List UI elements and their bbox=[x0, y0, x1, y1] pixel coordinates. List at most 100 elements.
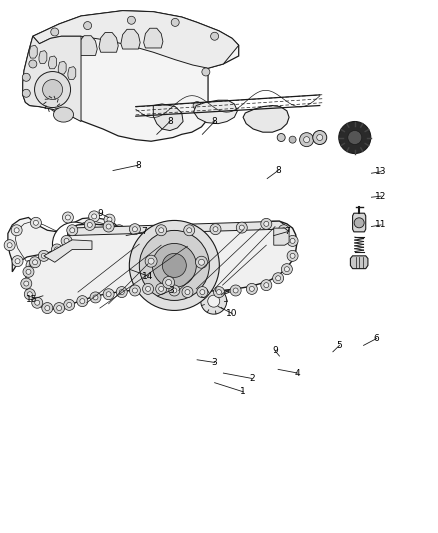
Polygon shape bbox=[144, 28, 163, 48]
Circle shape bbox=[117, 228, 122, 233]
Circle shape bbox=[70, 228, 75, 233]
Circle shape bbox=[197, 287, 208, 297]
Circle shape bbox=[145, 286, 151, 292]
Text: 10: 10 bbox=[226, 309, 238, 318]
Circle shape bbox=[118, 266, 126, 275]
Circle shape bbox=[171, 18, 179, 27]
Circle shape bbox=[54, 247, 60, 252]
Circle shape bbox=[132, 227, 138, 232]
Circle shape bbox=[139, 230, 209, 301]
Polygon shape bbox=[68, 221, 285, 236]
Circle shape bbox=[195, 256, 208, 268]
Circle shape bbox=[277, 133, 285, 142]
Text: 3: 3 bbox=[212, 358, 218, 367]
Circle shape bbox=[53, 303, 65, 313]
Text: 8: 8 bbox=[135, 161, 141, 169]
Circle shape bbox=[80, 298, 85, 304]
Circle shape bbox=[41, 253, 46, 259]
Circle shape bbox=[313, 131, 327, 144]
Circle shape bbox=[109, 255, 120, 265]
Circle shape bbox=[116, 287, 127, 297]
Text: 3: 3 bbox=[168, 286, 174, 295]
Polygon shape bbox=[25, 221, 297, 309]
Text: 8: 8 bbox=[212, 117, 218, 126]
Circle shape bbox=[35, 71, 71, 108]
Polygon shape bbox=[121, 29, 140, 49]
Circle shape bbox=[104, 214, 115, 225]
Circle shape bbox=[21, 278, 32, 289]
Circle shape bbox=[84, 21, 92, 30]
Polygon shape bbox=[99, 33, 118, 52]
Text: 2: 2 bbox=[249, 374, 254, 383]
Text: 15: 15 bbox=[26, 295, 37, 304]
Polygon shape bbox=[29, 45, 37, 58]
Circle shape bbox=[236, 222, 247, 233]
Circle shape bbox=[38, 251, 49, 261]
Circle shape bbox=[33, 220, 39, 225]
Circle shape bbox=[32, 297, 43, 308]
Text: 11: 11 bbox=[375, 221, 387, 229]
Circle shape bbox=[32, 260, 38, 265]
Circle shape bbox=[230, 285, 241, 296]
Circle shape bbox=[213, 287, 225, 297]
Text: 9: 9 bbox=[272, 346, 278, 355]
Circle shape bbox=[166, 279, 172, 286]
Polygon shape bbox=[49, 56, 57, 69]
Circle shape bbox=[103, 289, 114, 300]
Circle shape bbox=[106, 224, 111, 229]
Circle shape bbox=[67, 225, 78, 236]
Polygon shape bbox=[33, 11, 239, 68]
Circle shape bbox=[233, 288, 238, 293]
Circle shape bbox=[209, 287, 219, 297]
Circle shape bbox=[182, 287, 193, 297]
Circle shape bbox=[113, 225, 125, 236]
Circle shape bbox=[7, 243, 12, 248]
Polygon shape bbox=[58, 40, 78, 60]
Polygon shape bbox=[87, 261, 104, 269]
Circle shape bbox=[155, 225, 167, 236]
Circle shape bbox=[348, 131, 362, 144]
Polygon shape bbox=[39, 51, 47, 63]
Circle shape bbox=[4, 240, 15, 251]
Text: 9: 9 bbox=[97, 209, 103, 217]
Circle shape bbox=[26, 260, 37, 271]
Circle shape bbox=[29, 263, 34, 268]
Circle shape bbox=[281, 264, 293, 274]
Circle shape bbox=[106, 292, 111, 297]
Circle shape bbox=[287, 236, 298, 246]
Circle shape bbox=[107, 217, 112, 222]
Text: 7: 7 bbox=[141, 228, 148, 236]
Circle shape bbox=[77, 296, 88, 306]
Circle shape bbox=[148, 258, 154, 264]
Circle shape bbox=[26, 269, 31, 274]
Circle shape bbox=[210, 224, 221, 235]
Circle shape bbox=[264, 282, 269, 288]
Circle shape bbox=[239, 225, 244, 230]
Circle shape bbox=[93, 295, 98, 300]
Polygon shape bbox=[58, 61, 66, 74]
Circle shape bbox=[51, 244, 63, 255]
Circle shape bbox=[129, 224, 141, 235]
Circle shape bbox=[202, 68, 210, 76]
Polygon shape bbox=[243, 106, 289, 132]
Circle shape bbox=[208, 295, 220, 307]
Circle shape bbox=[67, 302, 72, 308]
Circle shape bbox=[162, 253, 186, 278]
Polygon shape bbox=[194, 100, 237, 124]
Circle shape bbox=[300, 133, 314, 147]
Circle shape bbox=[287, 251, 298, 261]
Polygon shape bbox=[153, 104, 183, 131]
Polygon shape bbox=[274, 228, 289, 245]
Circle shape bbox=[62, 212, 74, 223]
Circle shape bbox=[142, 284, 154, 294]
Circle shape bbox=[90, 260, 101, 271]
Circle shape bbox=[45, 305, 50, 311]
Circle shape bbox=[193, 101, 201, 110]
Text: 5: 5 bbox=[336, 341, 343, 350]
Circle shape bbox=[198, 259, 205, 265]
Circle shape bbox=[12, 256, 23, 266]
Circle shape bbox=[129, 221, 219, 310]
Circle shape bbox=[284, 266, 290, 272]
Circle shape bbox=[22, 89, 30, 98]
Circle shape bbox=[289, 136, 296, 143]
